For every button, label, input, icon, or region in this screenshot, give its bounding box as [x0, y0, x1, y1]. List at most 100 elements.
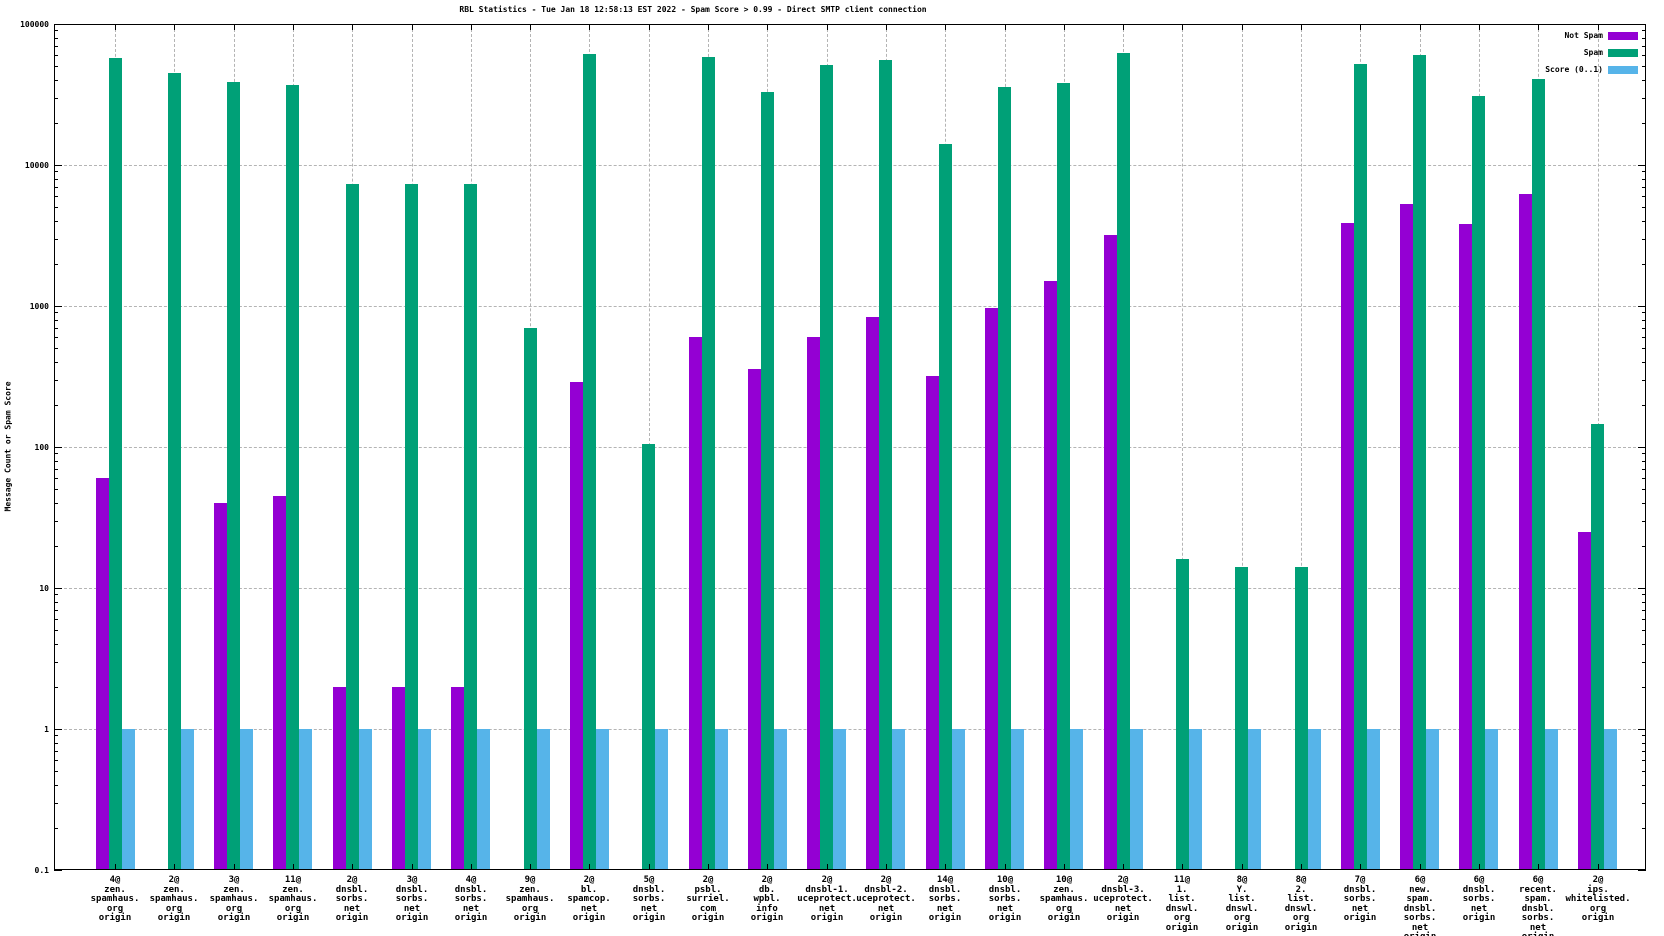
x-category-line: list.	[1228, 894, 1256, 904]
x-category-line: 6@	[1532, 875, 1544, 885]
x-group-tick-top	[886, 24, 887, 30]
y-minor-tick-right	[1642, 760, 1646, 761]
x-category-line: origin	[513, 913, 547, 923]
x-category-line: 11@	[1173, 875, 1191, 885]
v-gridline	[1182, 24, 1183, 870]
x-category-line: net	[818, 903, 836, 914]
x-category-line: 2.	[1295, 884, 1307, 895]
x-group-tick-top	[530, 24, 531, 30]
y-minor-tick-right	[1642, 619, 1646, 620]
y-minor-tick-left	[54, 602, 58, 603]
x-category-line: origin	[335, 913, 369, 923]
y-minor-tick-right	[1642, 380, 1646, 381]
x-category-line: 6@	[1414, 875, 1426, 885]
y-minor-tick-left	[54, 337, 58, 338]
spam-bar	[702, 57, 715, 870]
x-category-label: 2@ ips. whitelisted. org origin	[1565, 875, 1631, 924]
y-minor-tick-right	[1642, 264, 1646, 265]
spam-bar	[642, 444, 655, 870]
x-category-line: ips.	[1587, 884, 1609, 895]
x-group-tick-bottom	[293, 864, 294, 870]
x-category-line: 2@	[168, 875, 180, 885]
x-category-line: recent.	[1519, 884, 1557, 895]
x-category-line: sorbs.	[1343, 894, 1377, 904]
not-spam-bar	[1459, 224, 1472, 870]
x-group-tick-top	[827, 24, 828, 30]
legend-label: Spam	[1583, 48, 1603, 57]
spam-bar	[879, 60, 892, 870]
y-major-tick-right	[1638, 588, 1646, 589]
x-category-label: 2@ dnsbl-1. uceprotect. net origin	[797, 875, 857, 924]
x-category-line: dnsbl.	[988, 884, 1022, 895]
x-category-label: 10@ zen. spamhaus. org origin	[1040, 875, 1089, 924]
h-gridline	[54, 588, 1646, 589]
x-category-line: org	[1292, 913, 1310, 923]
y-minor-tick-left	[54, 662, 58, 663]
x-category-line: com	[699, 903, 717, 914]
x-category-line: 5@	[643, 875, 655, 885]
x-category-line: net	[1529, 922, 1547, 933]
y-minor-tick-left	[54, 469, 58, 470]
x-category-line: org	[1589, 903, 1607, 914]
x-group-tick-top	[1598, 24, 1599, 30]
x-category-line: origin	[1284, 922, 1318, 933]
x-category-line: spam.	[1524, 894, 1552, 904]
x-group-tick-top	[1360, 24, 1361, 30]
y-minor-tick-right	[1642, 328, 1646, 329]
x-group-tick-bottom	[1005, 864, 1006, 870]
y-minor-tick-right	[1642, 478, 1646, 479]
x-category-line: origin	[157, 913, 191, 923]
x-category-line: 6@	[1473, 875, 1485, 885]
x-group-tick-bottom	[649, 864, 650, 870]
x-category-line: dnsbl-3.	[1101, 884, 1145, 895]
x-group-tick-top	[767, 24, 768, 30]
x-category-line: 2@	[880, 875, 892, 885]
score-bar	[537, 729, 550, 870]
y-minor-tick-right	[1642, 221, 1646, 222]
x-group-tick-bottom	[767, 864, 768, 870]
score-bar	[1070, 729, 1083, 870]
y-minor-tick-right	[1642, 348, 1646, 349]
not-spam-bar	[748, 369, 761, 870]
y-major-tick-left	[54, 306, 62, 307]
y-minor-tick-right	[1642, 546, 1646, 547]
y-minor-tick-right	[1642, 469, 1646, 470]
score-bar	[1545, 729, 1558, 870]
x-category-line: net	[1470, 903, 1488, 914]
x-category-line: zen.	[223, 884, 245, 895]
not-spam-bar	[1578, 532, 1591, 870]
x-group-tick-bottom	[412, 864, 413, 870]
y-minor-tick-left	[54, 328, 58, 329]
y-major-tick-right	[1638, 24, 1646, 25]
x-category-line: origin	[1519, 932, 1557, 936]
x-category-label: 5@ dnsbl. sorbs. net origin	[633, 875, 666, 924]
x-category-line: dnswl.	[1225, 903, 1259, 914]
score-bar	[1189, 729, 1202, 870]
y-minor-tick-left	[54, 735, 58, 736]
x-category-line: sorbs.	[335, 894, 369, 904]
y-minor-tick-right	[1642, 687, 1646, 688]
y-minor-tick-right	[1642, 503, 1646, 504]
spam-bar	[998, 87, 1011, 870]
x-category-line: 14@	[936, 875, 954, 885]
x-group-tick-bottom	[1301, 864, 1302, 870]
y-minor-tick-right	[1642, 644, 1646, 645]
x-category-line: sorbs.	[1521, 913, 1555, 923]
spam-bar	[346, 184, 359, 870]
x-group-tick-bottom	[708, 864, 709, 870]
y-minor-tick-left	[54, 828, 58, 829]
x-category-line: sorbs.	[1462, 894, 1496, 904]
h-gridline	[54, 729, 1646, 730]
x-category-line: origin	[988, 913, 1022, 923]
score-bar	[1485, 729, 1498, 870]
not-spam-bar	[451, 687, 464, 870]
x-category-line: 4@	[465, 875, 477, 885]
x-category-line: bl.	[580, 884, 598, 895]
x-category-line: whitelisted.	[1565, 894, 1631, 904]
legend-swatch-spam	[1608, 49, 1638, 57]
y-minor-tick-left	[54, 743, 58, 744]
not-spam-bar	[333, 687, 346, 870]
x-category-label: 2@ bl. spamcop. net origin	[567, 875, 610, 924]
x-category-label: 3@ dnsbl. sorbs. net origin	[396, 875, 429, 924]
spam-bar	[168, 73, 181, 870]
